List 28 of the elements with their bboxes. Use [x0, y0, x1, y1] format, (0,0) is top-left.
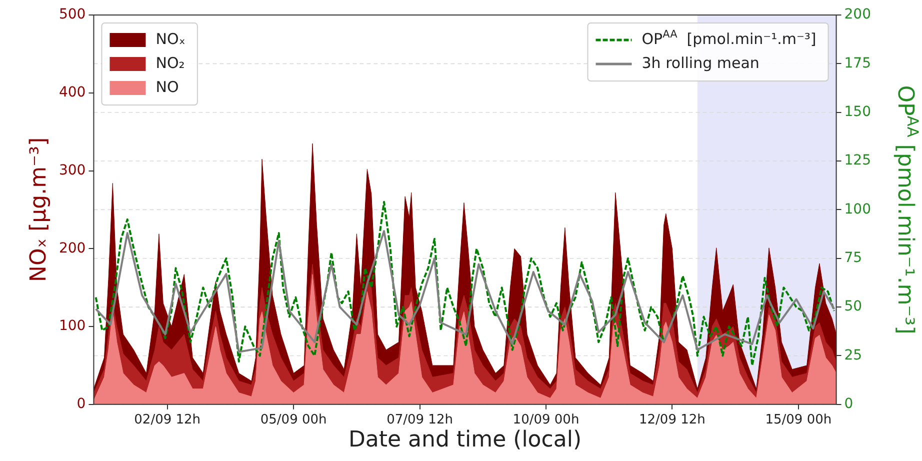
legend-label: NO	[156, 78, 179, 96]
y-tick-label: 400	[58, 84, 86, 101]
y2-axis-title: OPAA [pmol.min⁻¹.m⁻³]	[892, 85, 922, 334]
y2-tick-label: 100	[844, 201, 872, 218]
legend-label: 3h rolling mean	[642, 54, 760, 72]
y2-tick-label: 125	[844, 152, 872, 169]
y2-tick-label: 0	[844, 396, 854, 412]
x-tick-label: 02/09 12h	[134, 412, 201, 428]
legend-label: NOₓ	[156, 30, 186, 48]
y-tick-label: 0	[76, 396, 86, 412]
x-tick-label: 15/09 00h	[765, 412, 832, 428]
y-axis-title: NOₓ [µg.m⁻³]	[26, 137, 52, 282]
y2-tick-label: 25	[844, 347, 862, 364]
legend-label: NO₂	[156, 54, 185, 72]
y2-tick-label: 150	[844, 104, 872, 120]
x-tick-label: 07/09 12h	[386, 412, 453, 428]
x-tick-label: 12/09 12h	[639, 412, 706, 428]
y2-tick-label: 175	[844, 55, 872, 72]
y2-tick-label: 200	[844, 6, 872, 23]
y2-tick-label: 50	[844, 298, 862, 315]
x-tick-label: 05/09 00h	[260, 412, 327, 428]
y-tick-label: 500	[58, 6, 86, 23]
y2-tick-label: 75	[844, 250, 862, 266]
y-tick-label: 100	[58, 318, 86, 334]
y-tick-label: 200	[58, 240, 86, 256]
y-tick-label: 300	[58, 162, 86, 178]
x-tick-label: 10/09 00h	[512, 412, 580, 428]
x-axis-title: Date and time (local)	[348, 428, 582, 453]
